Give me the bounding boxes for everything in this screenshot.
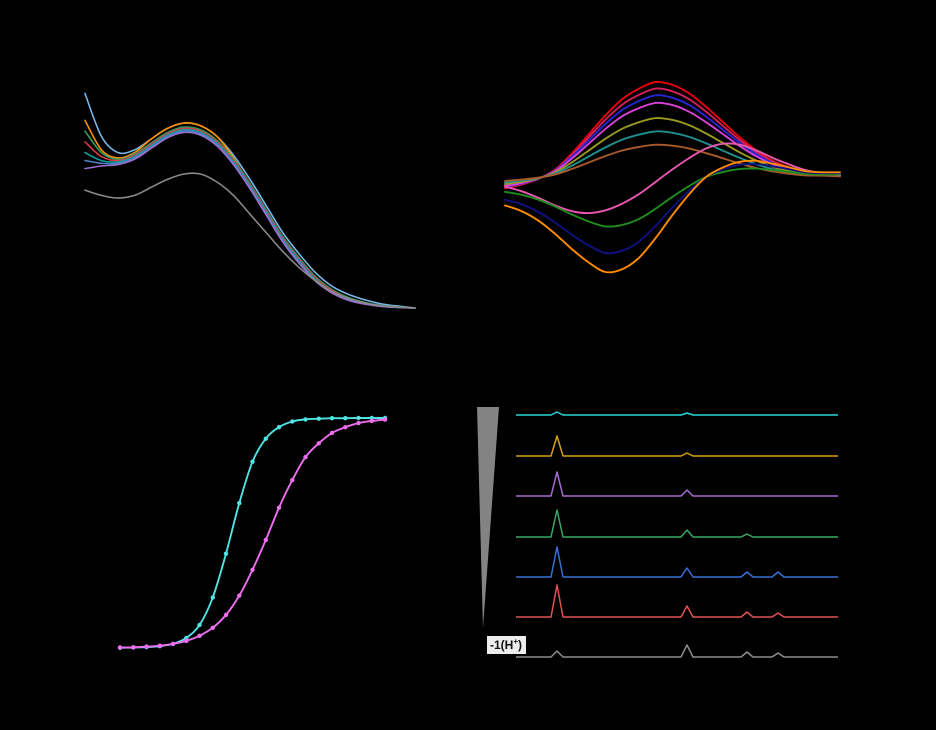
panel-b-cd-neg-1	[504, 167, 841, 228]
panel-c-sigmoid-magenta-marker	[343, 425, 348, 430]
panel-d-trace-7	[516, 411, 838, 416]
panel-c-sigmoid-magenta-marker	[184, 638, 189, 644]
panel-d-trace-5	[516, 471, 838, 497]
panel-c-sigmoid-magenta-marker	[316, 441, 321, 446]
panel-c-sigmoid-cyan-marker	[276, 425, 282, 430]
panel-c-sigmoid-magenta-marker	[170, 641, 176, 647]
panel-c-sigmoid-cyan-marker	[303, 417, 308, 422]
panel-c-sigmoid-cyan-marker	[223, 551, 229, 556]
panel-a-abs-1	[84, 92, 416, 309]
panel-c-sigmoid-magenta-marker	[223, 612, 229, 618]
panel-b-cd-pos-7	[504, 143, 841, 182]
panel-c-sigmoid-magenta-marker	[356, 420, 361, 426]
panel-c-sigmoid-cyan-marker	[356, 415, 361, 421]
panel-d-trace-1	[516, 644, 838, 658]
panel-c-sigmoid-cyan-marker	[290, 419, 295, 424]
panel-c-sigmoid-magenta-marker	[237, 593, 242, 598]
panel-c-sigmoid-magenta-marker	[276, 505, 282, 510]
panel-c-sigmoid-magenta-marker	[329, 430, 335, 436]
panel-c-sigmoid-cyan-marker	[316, 416, 321, 421]
panel-c-sigmoid-magenta-marker	[117, 645, 123, 650]
panel-c-sigmoid-magenta	[119, 418, 386, 649]
panel-c-sigmoid-magenta-marker	[290, 477, 295, 483]
panel-c-sigmoid-cyan	[119, 417, 386, 649]
panel-c-sigmoid-cyan-marker	[237, 500, 242, 506]
panel-c-sigmoid-magenta-marker	[250, 567, 255, 572]
panel-a-abs-3	[84, 126, 416, 309]
panel-c-sigmoid-magenta-marker	[131, 645, 136, 650]
panel-c-sigmoid-magenta-marker	[382, 417, 388, 422]
panel-c-sigmoid-cyan-marker	[343, 416, 348, 421]
panel-d-trace-2	[516, 584, 838, 618]
panel-a-abs-4	[84, 127, 416, 309]
panel-b-cd-mixed	[504, 142, 841, 215]
trace-label-suffix: )	[518, 638, 523, 652]
panel-a-abs-5	[84, 128, 416, 309]
panel-c-sigmoid-magenta-marker	[144, 644, 149, 649]
panel-a-abs-7	[84, 131, 416, 309]
trace-label-prefix: -1(H	[490, 638, 514, 652]
panel-c-sigmoid-magenta-marker	[369, 418, 374, 424]
panel-c-sigmoid-magenta-marker	[263, 537, 268, 543]
panel-d-trace-6	[516, 435, 838, 457]
panel-c-sigmoid-cyan-marker	[329, 416, 335, 421]
panel-b-cd-neg-2	[504, 163, 841, 255]
panel-c-sigmoid-cyan-marker	[250, 459, 255, 464]
panel-c-sigmoid-magenta-marker	[157, 643, 162, 648]
panel-c-sigmoid-cyan-marker	[210, 595, 215, 600]
panel-a-abs-8	[84, 172, 416, 309]
panel-b-cd-neg-3	[504, 159, 841, 274]
panel-c-sigmoid-magenta-marker	[197, 633, 202, 638]
panel-c-sigmoid-cyan-marker	[263, 436, 268, 441]
trace-label-sup: +	[513, 637, 519, 646]
panel-c-sigmoid-magenta-marker	[210, 625, 215, 630]
panel-d-trace-3	[516, 546, 838, 578]
concentration-wedge-icon	[477, 407, 499, 628]
panel-a-abs-6	[84, 130, 416, 309]
panel-c-sigmoid-magenta-marker	[303, 454, 308, 460]
panel-c-sigmoid-cyan-marker	[197, 622, 202, 628]
panel-b-cd-pos-5	[504, 117, 841, 186]
panel-d-trace-4	[516, 509, 838, 538]
trace-label: -1(H+)	[487, 636, 527, 654]
